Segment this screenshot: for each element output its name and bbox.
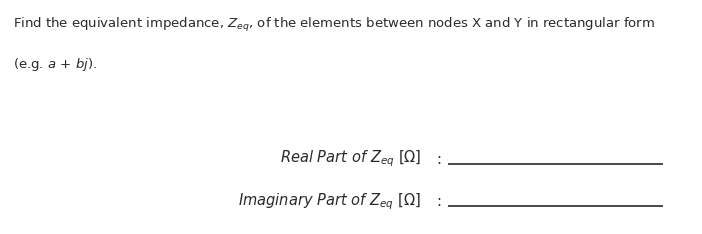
- Text: :: :: [436, 152, 442, 167]
- Text: $\mathbf{\mathit{Imaginary\ Part\ of\ Z_{eq}\ [\Omega]}}$: $\mathbf{\mathit{Imaginary\ Part\ of\ Z_…: [238, 191, 421, 212]
- Text: (e.g. $a$ + $bj$).: (e.g. $a$ + $bj$).: [13, 56, 97, 73]
- Text: Find the equivalent impedance, $Z_{eq}$, of the elements between nodes X and Y i: Find the equivalent impedance, $Z_{eq}$,…: [13, 16, 655, 34]
- Text: $\mathbf{\mathit{Real\ Part\ of\ Z_{eq}\ [\Omega]}}$: $\mathbf{\mathit{Real\ Part\ of\ Z_{eq}\…: [279, 149, 421, 169]
- Text: :: :: [436, 194, 442, 209]
